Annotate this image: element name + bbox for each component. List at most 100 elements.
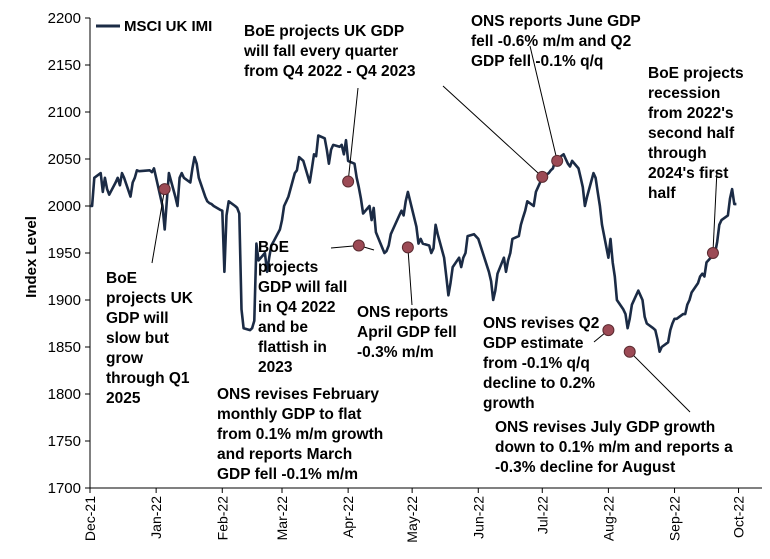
x-tick-label: Dec-21 [82, 496, 98, 541]
event-markers [158, 154, 719, 358]
annotation-line: half [648, 185, 676, 202]
annotation-line: from 0.1% m/m growth [217, 426, 383, 443]
annotation-line: BoE projects [648, 65, 744, 82]
annotation-line: -0.3% decline for August [495, 459, 675, 476]
annotation-line: in Q4 2022 [258, 299, 336, 316]
y-tick-label: 1850 [48, 339, 81, 356]
annotation-line: down to 0.1% m/m and reports a [495, 439, 733, 456]
x-tick-label: Mar-22 [274, 496, 290, 541]
x-tick-label: May-22 [404, 496, 420, 543]
x-ticks: Dec-21 Jan-22 Feb-22 Mar-22 Apr-22 May-22 Jun-… [82, 488, 747, 543]
annotation-line: BoE projects UK GDP [244, 23, 404, 40]
x-tick-label: Feb-22 [214, 496, 230, 541]
y-tick-label: 2100 [48, 104, 81, 121]
annotation-line: and be [258, 319, 308, 336]
annotation-line: ONS reports June GDP [471, 13, 641, 30]
annotation-line: ONS reports [357, 304, 448, 321]
y-ticks: 1700 1750 1800 1850 1900 1950 2000 2050 2100 2150… [48, 10, 90, 497]
annotation-line: projects UK [106, 290, 194, 307]
annotation-text: ONS revises Q2 GDP estimate from -0.1% q/q… [483, 315, 599, 412]
event-marker [536, 170, 549, 183]
annotation-connector [712, 169, 718, 254]
annotation-line: 2025 [106, 390, 141, 407]
annotation-text: ONS reports April GDP fell -0.3% m/m [357, 304, 457, 361]
annotation-line: from Q4 2022 - Q4 2023 [244, 63, 416, 80]
annotation-line: April GDP fell [357, 324, 457, 341]
annotation-line: second half [648, 125, 735, 142]
legend-label: MSCI UK IMI [124, 18, 212, 35]
annotation-line: from -0.1% q/q [483, 355, 590, 372]
annotation-line: ONS revises February [217, 386, 379, 403]
x-tick-label: Sep-22 [667, 496, 683, 541]
y-tick-label: 1700 [48, 480, 81, 497]
annotation-connector [347, 87, 359, 182]
series-line-msci-uk-imi [90, 134, 737, 353]
annotation-line: projects [258, 259, 318, 276]
event-marker [551, 154, 564, 167]
x-tick-label: Jan-22 [148, 496, 164, 539]
annotation-text: BoE projects recession from 2022's second h… [648, 65, 744, 202]
annotation-line: 2024's first [648, 165, 728, 182]
event-marker [401, 241, 414, 254]
annotation-line: GDP will fall [258, 279, 347, 296]
annotation-line: fell -0.6% m/m and Q2 [471, 33, 631, 50]
annotation-text: ONS reports June GDP fell -0.6% m/m and Q… [471, 13, 641, 70]
annotation-connector [629, 351, 691, 413]
annotation-connector [407, 247, 413, 306]
annotation-line: monthly GDP to flat [217, 406, 361, 423]
y-tick-label: 1950 [48, 245, 81, 262]
annotation-text: BoE projects UK GDP will slow but grow throug… [106, 270, 194, 407]
annotation-line: GDP will [106, 310, 169, 327]
y-tick-label: 2150 [48, 57, 81, 74]
annotation-line: flattish in [258, 339, 327, 356]
annotation-line: GDP fell -0.1% q/q [471, 53, 603, 70]
y-tick-label: 2000 [48, 198, 81, 215]
annotation-line: BoE [258, 239, 289, 256]
annotation-line: will fall every quarter [243, 43, 398, 60]
x-tick-label: Oct-22 [731, 496, 747, 538]
annotation-line: -0.3% m/m [357, 344, 434, 361]
annotation-line: from 2022's [648, 105, 734, 122]
annotation-line: GDP fell -0.1% m/m [217, 466, 358, 483]
x-tick-label: Apr-22 [340, 496, 356, 538]
series-layer [90, 134, 737, 353]
annotation-text: BoE projects GDP will fall in Q4 2022 and be… [258, 239, 347, 376]
annotation-text: ONS revises July GDP growth down to 0.1% … [495, 419, 733, 476]
annotation-line: ONS revises Q2 [483, 315, 599, 332]
y-tick-label: 1900 [48, 292, 81, 309]
annotation-text: ONS revises February monthly GDP to flat f… [217, 386, 383, 483]
legend: MSCI UK IMI [96, 18, 212, 35]
x-tick-label: Jul-22 [534, 496, 550, 534]
event-marker [602, 324, 615, 337]
annotation-line: 2023 [258, 359, 293, 376]
annotation-connector [442, 85, 543, 178]
annotation-line: decline to 0.2% [483, 375, 595, 392]
annotations: BoE projects UK GDP will fall every quart… [106, 13, 744, 483]
event-marker [158, 183, 171, 196]
event-marker [623, 345, 636, 358]
y-tick-label: 2050 [48, 151, 81, 168]
annotation-line: recession [648, 85, 720, 102]
annotation-connector [529, 45, 558, 161]
x-tick-label: Aug-22 [600, 496, 616, 541]
annotation-connector [151, 188, 166, 264]
annotation-line: through [648, 145, 707, 162]
event-marker [352, 239, 365, 252]
annotation-line: slow but [106, 330, 169, 347]
y-tick-label: 1800 [48, 386, 81, 403]
y-axis-label: Index Level [23, 216, 40, 298]
annotation-line: through Q1 [106, 370, 190, 387]
annotation-line: BoE [106, 270, 137, 287]
y-tick-label: 2200 [48, 10, 81, 27]
annotation-line: grow [106, 350, 144, 367]
x-tick-label: Jun-22 [470, 496, 486, 539]
event-marker [342, 175, 355, 188]
annotation-text: BoE projects UK GDP will fall every quart… [243, 23, 416, 80]
event-marker [706, 247, 719, 259]
annotation-line: GDP estimate [483, 335, 584, 352]
annotation-line: ONS revises July GDP growth [495, 419, 715, 436]
annotation-line: and reports March [217, 446, 352, 463]
annotation-line: growth [483, 395, 535, 412]
y-tick-label: 1750 [48, 433, 81, 450]
